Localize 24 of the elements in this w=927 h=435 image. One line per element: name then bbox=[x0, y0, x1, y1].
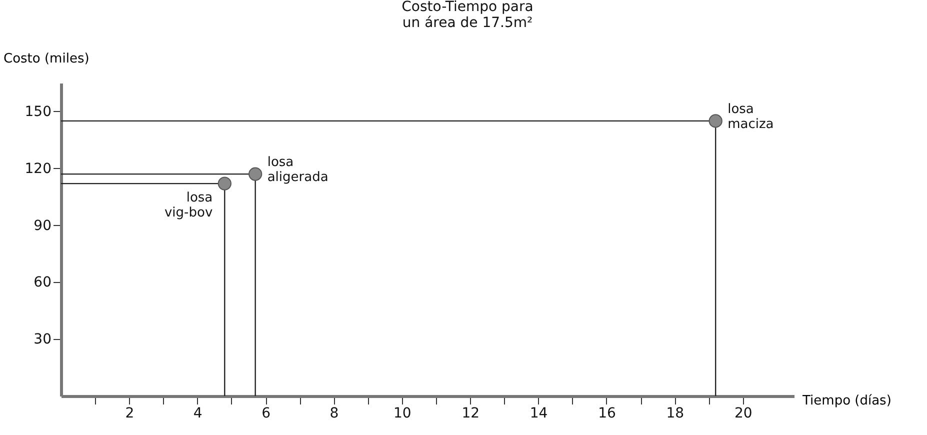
x-tick-label: 8 bbox=[330, 406, 339, 422]
y-tick-label: 60 bbox=[34, 274, 52, 291]
x-tick-label: 6 bbox=[262, 406, 271, 422]
x-tick-label: 20 bbox=[734, 406, 752, 422]
x-tick-label: 10 bbox=[394, 406, 412, 422]
y-tick-label: 150 bbox=[24, 104, 52, 120]
x-tick-label: 4 bbox=[193, 406, 202, 422]
y-tick-label: 90 bbox=[34, 218, 52, 234]
point bbox=[218, 176, 232, 190]
point bbox=[708, 114, 722, 128]
x-tick-label: 2 bbox=[125, 406, 134, 422]
y-tick-label: 120 bbox=[24, 160, 52, 177]
x-tick-label: 16 bbox=[598, 406, 616, 422]
x-tick-label: 12 bbox=[462, 406, 480, 422]
point bbox=[248, 167, 262, 181]
x-tick-label: 18 bbox=[666, 406, 684, 422]
y-tick-label: 30 bbox=[34, 332, 52, 348]
chart-title: Costo-Tiempo para un área de 17.5m² bbox=[402, 0, 534, 31]
x-axis-title: Tiempo (días) bbox=[802, 394, 892, 408]
annotation: losa vig-bov bbox=[164, 190, 213, 221]
y-axis-title: Costo (miles) bbox=[4, 52, 90, 66]
annotation: losa aligerada bbox=[267, 155, 328, 186]
x-tick-label: 14 bbox=[530, 406, 548, 422]
annotation: losa maciza bbox=[728, 102, 774, 132]
